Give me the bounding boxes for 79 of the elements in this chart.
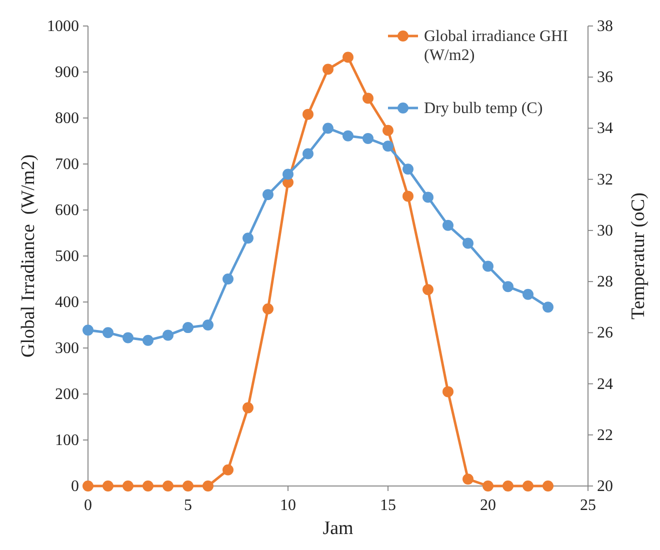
point	[402, 190, 414, 202]
point	[142, 480, 154, 492]
y2-axis-title: Temperatur (oC)	[628, 192, 649, 320]
point	[302, 108, 314, 120]
point	[362, 132, 374, 144]
y2-tick-label: 26	[597, 324, 613, 342]
x-tick-label: 15	[380, 497, 396, 514]
y2-tick-label: 32	[597, 171, 613, 188]
point	[162, 480, 174, 492]
point	[342, 52, 354, 63]
point	[462, 474, 474, 485]
point	[542, 480, 554, 492]
legend-label: Dry bulb temp (C)	[424, 100, 543, 117]
point	[202, 320, 214, 330]
point	[462, 238, 474, 249]
y-tick-label: 900	[55, 64, 79, 81]
point	[122, 332, 134, 344]
point	[82, 324, 94, 336]
point	[382, 140, 394, 152]
point	[422, 284, 434, 296]
point	[82, 480, 94, 492]
y2-tick-label: 36	[597, 69, 613, 86]
point	[442, 220, 454, 231]
x-tick-label: 0	[84, 497, 92, 514]
point	[482, 480, 494, 492]
y-tick-label: 1000	[47, 18, 79, 35]
point	[162, 330, 174, 341]
x-tick-label: 25	[580, 497, 596, 514]
point	[322, 64, 334, 75]
y-tick-label: 0	[71, 478, 79, 495]
point	[502, 480, 514, 492]
x-tick-label: 10	[280, 497, 296, 514]
y-tick-label: 100	[55, 432, 79, 449]
point	[182, 480, 194, 492]
point	[242, 232, 254, 244]
y2-tick-label: 30	[597, 222, 613, 240]
point	[542, 302, 554, 313]
y-axis-title: Global Irradiance (W/m2)	[18, 154, 39, 358]
point	[342, 130, 354, 142]
point	[182, 322, 194, 334]
point	[382, 124, 394, 136]
point	[102, 480, 114, 492]
point	[242, 402, 254, 414]
y2-tick-label: 24	[597, 376, 613, 393]
point	[102, 327, 114, 338]
point	[502, 281, 514, 292]
x-tick-label: 5	[184, 497, 192, 514]
y-tick-label: 600	[55, 202, 79, 219]
y2-tick-label: 28	[597, 274, 613, 291]
point	[222, 464, 234, 476]
point	[402, 164, 414, 175]
point	[522, 480, 534, 492]
point	[122, 480, 134, 492]
y-tick-label: 300	[55, 340, 79, 357]
point	[422, 192, 434, 203]
y2-tick-label: 34	[597, 120, 613, 138]
y-tick-label: 800	[55, 110, 79, 127]
x-axis-title: Jam	[322, 518, 354, 539]
point	[202, 480, 214, 492]
point	[222, 274, 234, 284]
point	[262, 189, 274, 200]
point	[322, 122, 334, 134]
point	[482, 260, 494, 272]
y-tick-label: 500	[55, 248, 79, 265]
y-tick-label: 400	[55, 294, 79, 311]
y2-tick-label: 22	[597, 426, 613, 444]
point	[362, 92, 374, 104]
x-tick-label: 20	[480, 497, 496, 514]
point	[302, 148, 314, 160]
point	[262, 303, 274, 314]
y2-tick-label: 38	[597, 18, 613, 35]
point	[282, 168, 294, 180]
point	[522, 288, 534, 300]
point	[442, 386, 454, 398]
y2-tick-label: 20	[597, 478, 613, 495]
legend-label: Global irradiance GHI (W/m2)	[424, 28, 568, 64]
y-tick-label: 700	[55, 156, 79, 173]
point	[142, 334, 154, 346]
y-tick-label: 200	[55, 386, 79, 403]
